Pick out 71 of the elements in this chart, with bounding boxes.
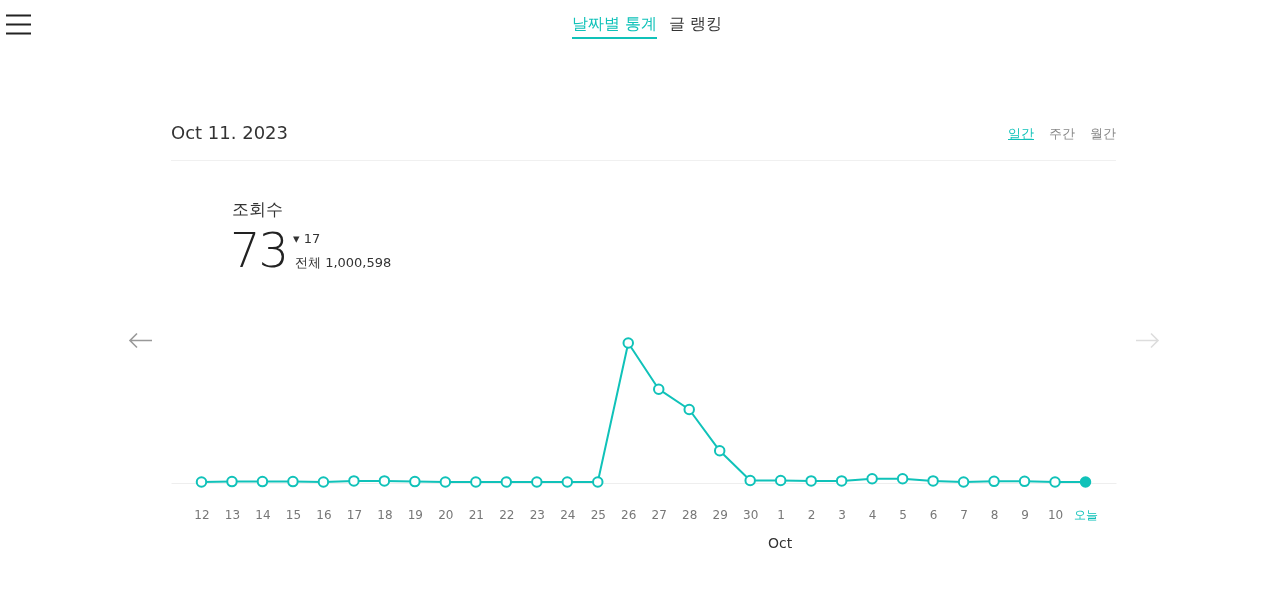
point [896, 473, 909, 485]
point [774, 474, 787, 487]
point [378, 475, 391, 487]
x-tick-label: 22 [499, 507, 515, 522]
point [226, 475, 238, 488]
point [592, 476, 604, 488]
text: 주간 [1049, 125, 1075, 143]
x-tick-label: 21 [468, 507, 484, 522]
point [409, 475, 421, 488]
point [287, 475, 299, 488]
x-tick-label: 29 [712, 507, 728, 522]
chart-title: Oct 11. 2023 [171, 122, 288, 143]
chart-subtitle: 조회수 [232, 198, 283, 221]
point [531, 476, 543, 488]
text: 글 랭킹 [669, 14, 723, 35]
point [957, 476, 970, 488]
point [1049, 476, 1061, 488]
x-tick-label: 10 [1047, 507, 1064, 522]
point [1018, 475, 1031, 488]
point [988, 475, 1000, 488]
point [744, 474, 756, 487]
text: ▾ 17 [293, 231, 321, 246]
x-tick-label: 26 [621, 507, 637, 522]
x-tick-label: 24 [560, 507, 576, 522]
point [317, 476, 330, 488]
x-tick-label: 20 [438, 507, 454, 522]
point [713, 445, 726, 457]
x-tick-label: 15 [285, 507, 302, 522]
point [348, 475, 360, 487]
text: 일간 [1008, 125, 1034, 143]
point [622, 337, 634, 349]
x-tick-label: 30 [743, 507, 759, 522]
x-tick-label: 5 [899, 507, 907, 522]
point [683, 403, 695, 416]
point [835, 475, 848, 487]
text: 73 [230, 222, 288, 278]
x-tick-label: 25 [590, 507, 606, 522]
x-tick-label: 14 [255, 507, 271, 522]
point [500, 476, 513, 488]
point [927, 475, 939, 487]
point [256, 475, 269, 488]
x-tick-label: 7 [960, 507, 968, 522]
point [1079, 476, 1092, 488]
x-tick-label: 23 [529, 507, 545, 522]
x-tick-label: 6 [929, 507, 938, 522]
x-tick-label: 27 [651, 507, 667, 522]
x-tick-label: 9 [1021, 507, 1029, 522]
x-tick-label: 16 [316, 507, 332, 522]
text: 월간 [1090, 125, 1116, 143]
point [805, 475, 817, 487]
x-tick-label: 28 [682, 507, 698, 522]
point [561, 476, 574, 488]
point [866, 473, 878, 485]
point [653, 383, 665, 395]
text: 날짜별 통계 [572, 14, 658, 39]
text: 전체 1,000,598 [295, 254, 392, 272]
point [470, 476, 482, 488]
x-tick-label: 17 [346, 507, 363, 522]
x-tick-label: 1 [777, 507, 785, 522]
point [195, 476, 208, 488]
x-tick-label: 8 [990, 507, 999, 522]
x-tick-label: 12 [194, 507, 210, 522]
x-tick-label: 19 [407, 507, 424, 522]
x-tick-label: 오늘 [1074, 507, 1099, 522]
x-tick-label: 3 [838, 507, 846, 522]
x-tick-label: 4 [868, 507, 877, 522]
text: Oct [768, 535, 793, 551]
x-tick-label: 13 [224, 507, 241, 522]
x-tick-label: 2 [807, 507, 816, 522]
point [439, 476, 452, 488]
x-tick-label: 18 [377, 507, 393, 522]
